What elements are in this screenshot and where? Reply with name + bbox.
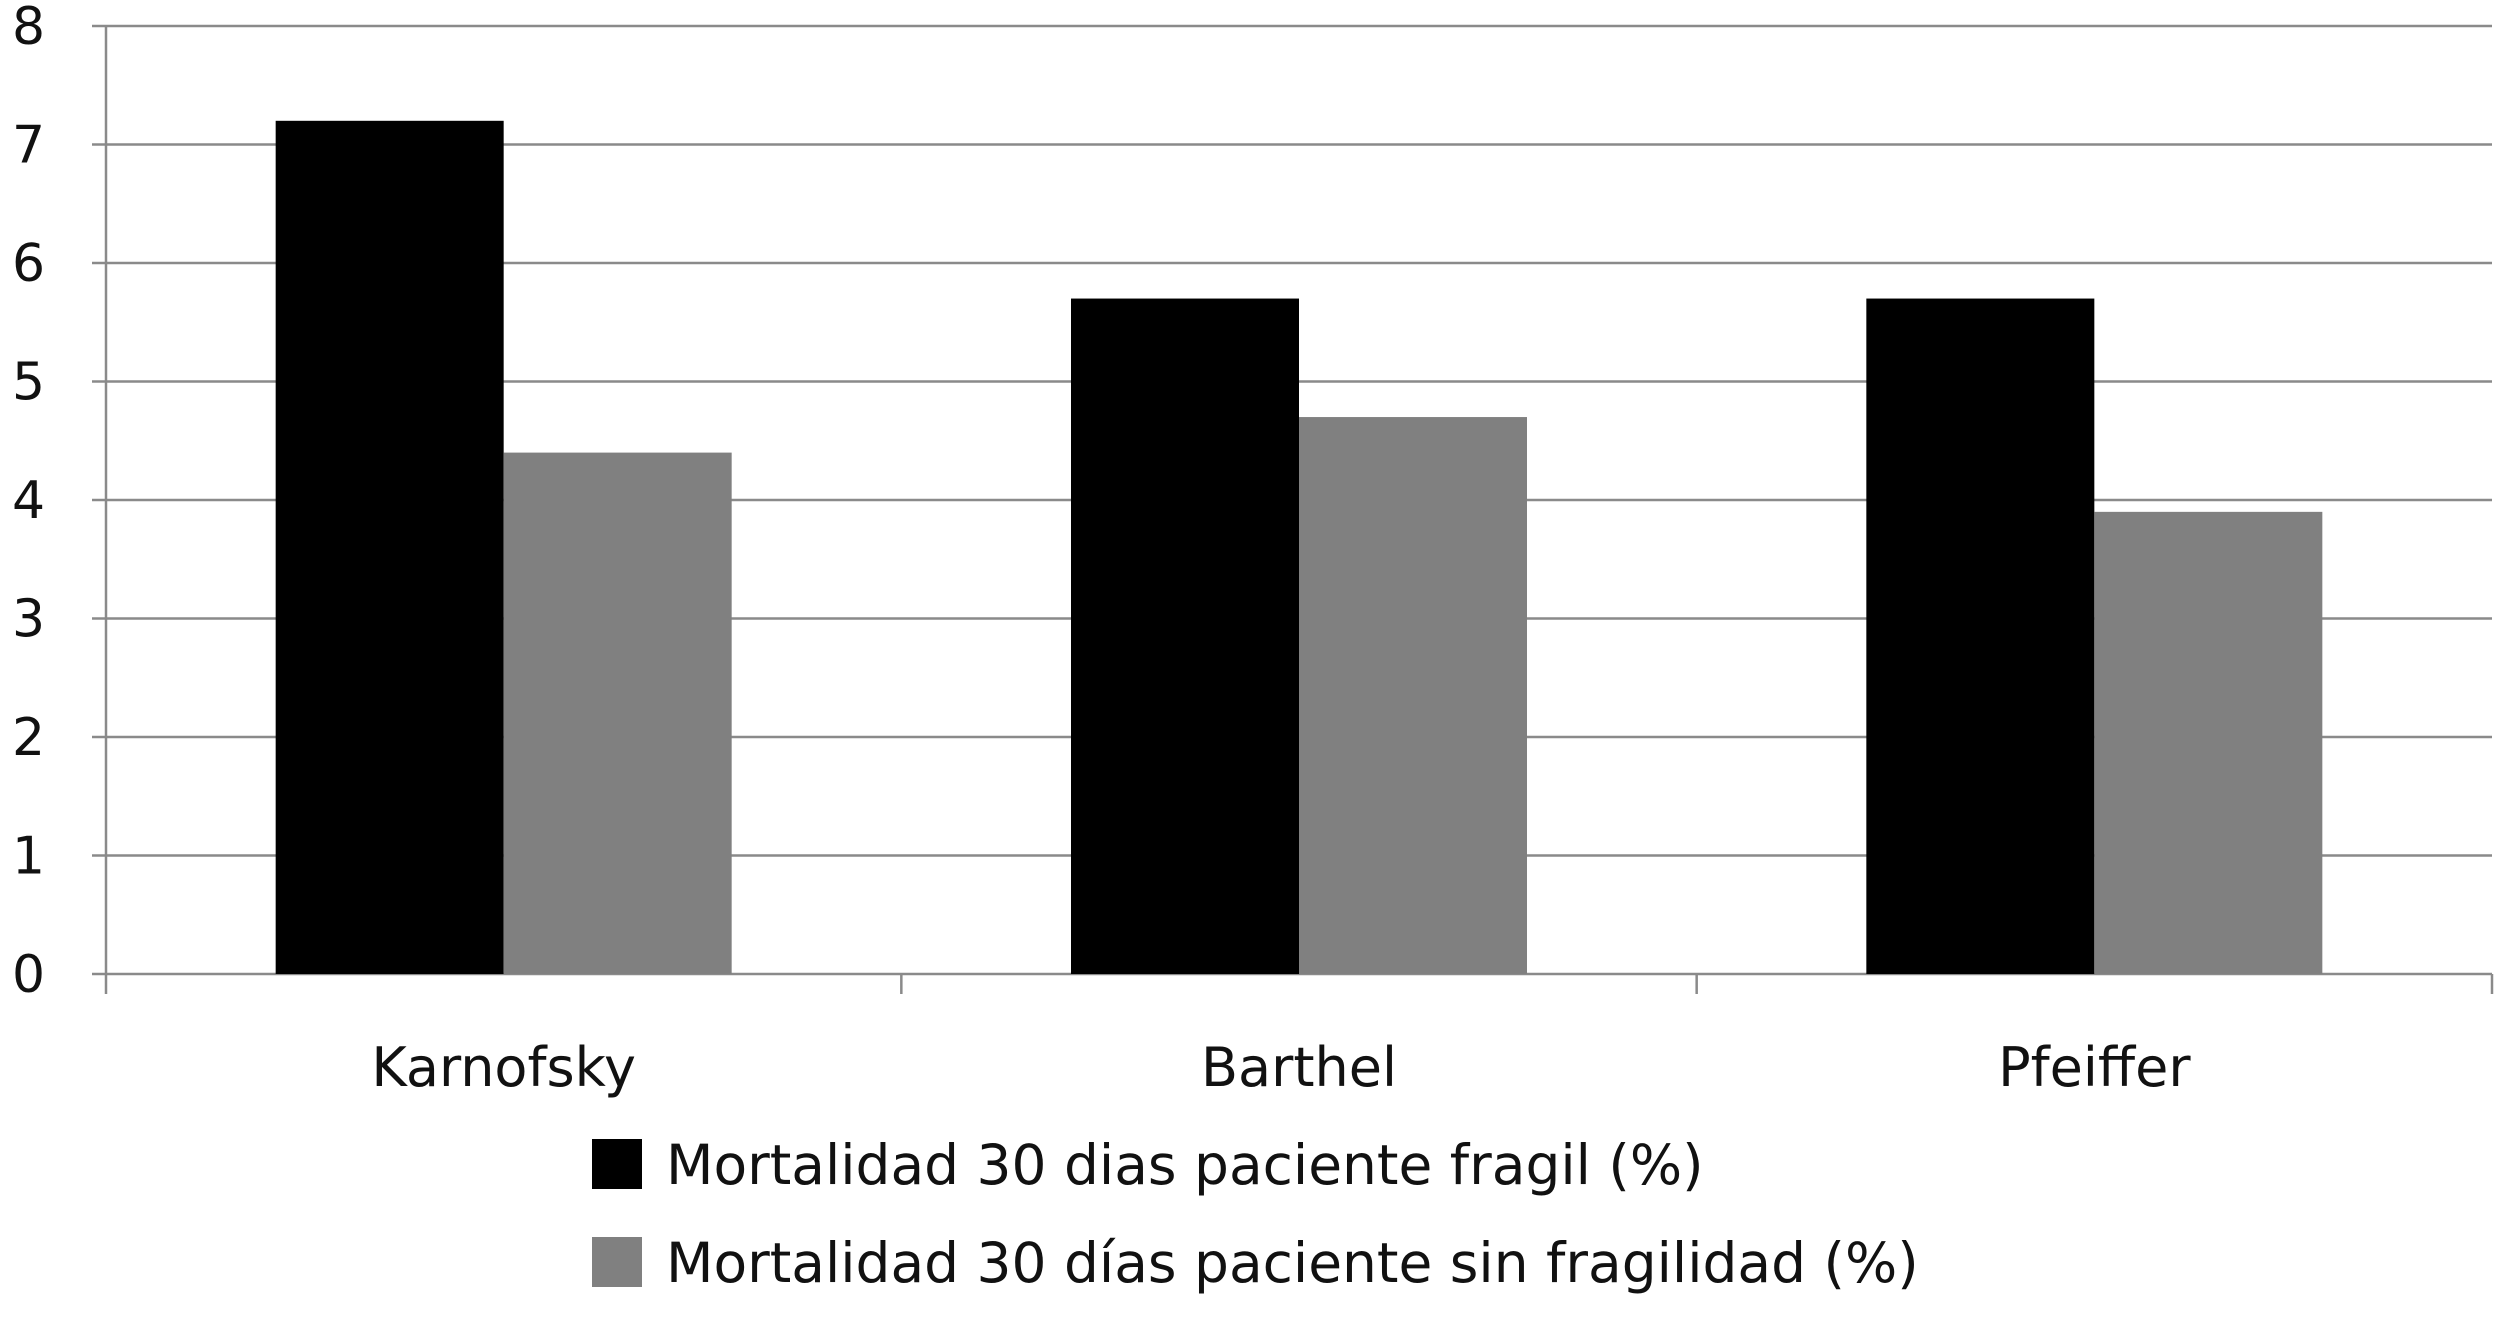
x-tick-label: Karnofsky bbox=[371, 1036, 636, 1099]
x-tick-label: Barthel bbox=[1201, 1036, 1397, 1099]
y-tick-label: 8 bbox=[12, 0, 45, 57]
y-tick-label: 7 bbox=[12, 116, 45, 176]
y-tick-label: 2 bbox=[12, 708, 45, 768]
x-tick-label: Pfeiffer bbox=[1998, 1036, 2191, 1099]
bar bbox=[275, 120, 504, 975]
bar bbox=[1299, 417, 1527, 974]
legend: Mortalidad 30 dias paciente fragil (%) Mo… bbox=[592, 1133, 1919, 1295]
legend-label: Mortalidad 30 dias paciente fragil (%) bbox=[666, 1133, 1704, 1197]
y-tick-label: 0 bbox=[12, 945, 45, 1005]
legend-label: Mortalidad 30 días paciente sin fragilid… bbox=[666, 1231, 1919, 1295]
bar bbox=[503, 452, 732, 975]
bar bbox=[1866, 298, 2095, 974]
y-tick-label: 6 bbox=[12, 234, 45, 294]
legend-swatch bbox=[592, 1139, 642, 1189]
y-tick-label: 4 bbox=[12, 471, 45, 531]
bar bbox=[2094, 511, 2323, 974]
bars bbox=[275, 120, 2323, 975]
y-tick-label: 1 bbox=[12, 827, 45, 887]
y-tick-label: 3 bbox=[12, 590, 45, 650]
bar bbox=[1071, 298, 1299, 974]
y-tick-label: 5 bbox=[12, 353, 45, 413]
legend-swatch bbox=[592, 1237, 642, 1287]
x-axis: Karnofsky Barthel Pfeiffer bbox=[104, 972, 2494, 1099]
y-axis: 0 1 2 3 4 5 6 7 8 bbox=[12, 0, 108, 1005]
